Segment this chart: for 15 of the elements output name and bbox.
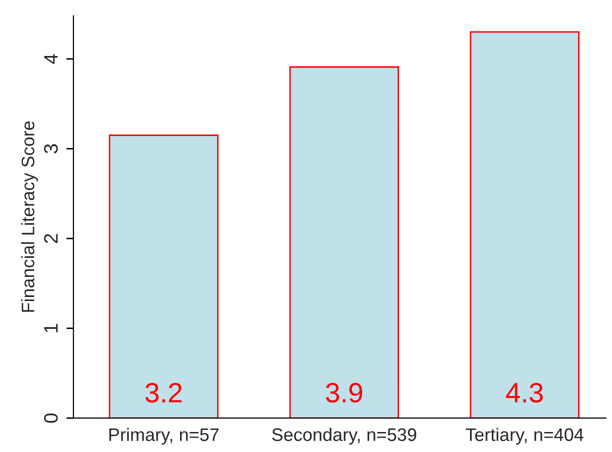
- x-tick-label: Tertiary, n=404: [466, 428, 584, 445]
- x-tick-label: Primary, n=57: [109, 428, 219, 445]
- y-tick-label: 4: [44, 54, 58, 64]
- x-tick-label: Secondary, n=539: [272, 428, 416, 445]
- y-axis-title: Financial Literacy Score: [21, 121, 38, 312]
- y-tick-label: 2: [44, 234, 58, 243]
- bar: [289, 66, 400, 418]
- bar: [470, 31, 580, 418]
- y-tick-label: 0: [44, 413, 58, 423]
- bar: [108, 134, 219, 418]
- data-label: 3.9: [326, 382, 362, 403]
- data-label: 4.3: [506, 382, 543, 403]
- y-tick-label: 1: [44, 324, 58, 332]
- y-tick-label: 3: [44, 144, 58, 154]
- data-label: 3.2: [145, 382, 182, 403]
